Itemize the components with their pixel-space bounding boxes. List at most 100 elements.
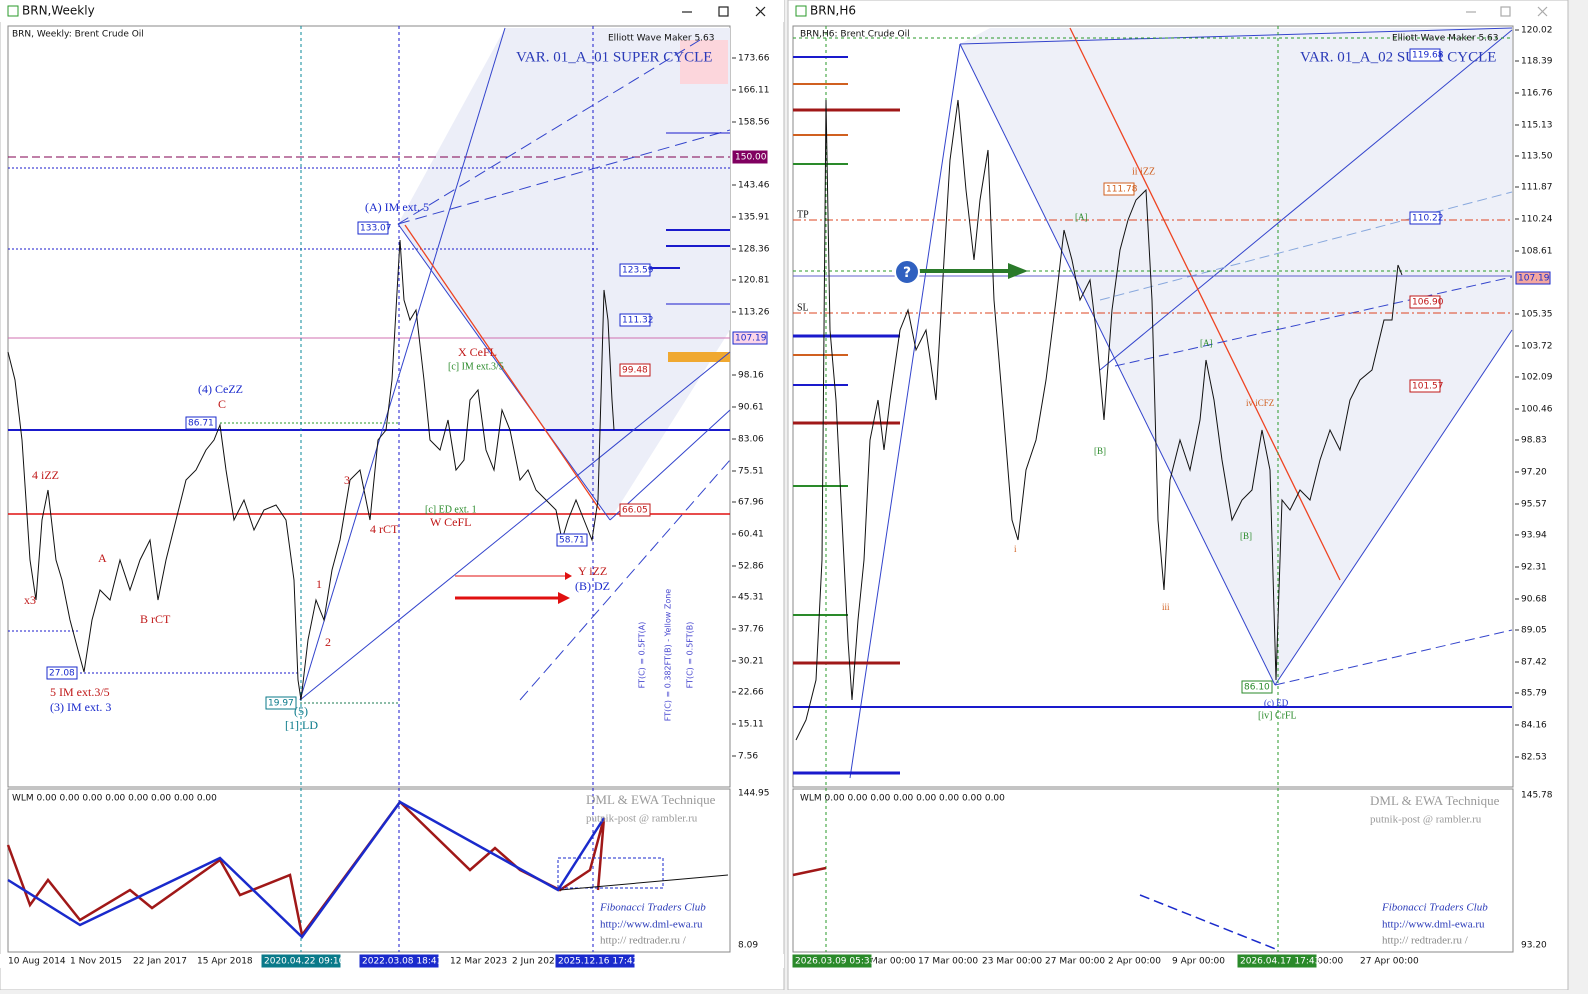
svg-text:?: ? [903, 265, 911, 281]
price-tick-label: 105.35 [1521, 310, 1553, 320]
level-tag: 123.59 [622, 266, 654, 276]
wave-label: [c] ED ext. 1 [425, 504, 477, 515]
date-label: 2 Apr 00:00 [1108, 957, 1161, 967]
date-label: 9 Apr 00:00 [1172, 957, 1225, 967]
wave-label: i [1014, 544, 1017, 554]
price-tick-label: 89.05 [1521, 626, 1547, 636]
wave-label: iv iCFZ [1246, 398, 1274, 408]
window-controls[interactable] [1466, 6, 1548, 17]
price-tick-label: 67.96 [738, 498, 764, 508]
window-title: BRN,Weekly [22, 4, 95, 18]
wlm-label: WLM 0.00 0.00 0.00 0.00 0.00 0.00 0.00 0… [12, 794, 217, 804]
price-tick-label: 110.24 [1521, 215, 1553, 225]
price-tick-label: 84.16 [1521, 721, 1547, 731]
wlm-tick-label: 144.95 [738, 789, 770, 799]
price-tag-box [732, 150, 768, 164]
right-window: ? [787, 0, 1569, 991]
date-label: 22 Jan 2017 [133, 957, 187, 967]
level-tag: 86.71 [188, 419, 214, 429]
date-label: 17 Mar 00:00 [918, 957, 978, 967]
price-tick-label: 15.11 [738, 720, 764, 730]
vertical-note: FT(C) = 0.382FT(B) - Yellow Zone [664, 589, 673, 722]
price-tick-label: 83.06 [738, 435, 764, 445]
price-tick-label: 37.76 [738, 625, 764, 635]
price-tick-label: 93.94 [1521, 531, 1547, 541]
wave-label: C [218, 397, 226, 411]
date-label: 1 Nov 2015 [70, 957, 122, 967]
level-tag-box [46, 666, 78, 680]
level-tag: 110.22 [1412, 214, 1444, 224]
level-tag-box [1103, 182, 1135, 196]
level-tag-box [185, 416, 217, 430]
date-tag-box [359, 954, 439, 968]
level-tag: 58.71 [559, 536, 585, 546]
vertical-note: FT(C) = 0.5FT(B) [686, 622, 695, 689]
price-tick-label: 113.26 [738, 308, 770, 318]
price-tick-label: 111.87 [1521, 183, 1553, 193]
wave-label: 2 [325, 635, 331, 649]
vertical-note: FT(C) = 0.5FT(A) [638, 622, 647, 689]
level-tag-box [357, 221, 389, 235]
date-tag-box [792, 954, 872, 968]
chart-headline: VAR. 01_A_02 SUPER CYCLE [1300, 49, 1496, 65]
date-tag: 2022.03.08 18:41 [362, 957, 442, 967]
price-tick-label: 120.02 [1521, 26, 1553, 36]
date-tag: 2020.04.22 09:10 [264, 957, 345, 967]
price-tick-label: 87.42 [1521, 658, 1547, 668]
chart-label: BRN, Weekly: Brent Crude Oil [12, 30, 144, 40]
price-tick-label: 97.20 [1521, 468, 1547, 478]
wlm-tick-label: 8.09 [738, 941, 758, 951]
wave-label: 1 [316, 577, 322, 591]
date-label: 2 Jun 202 [512, 957, 555, 967]
credit: Fibonacci Traders Club [1381, 902, 1488, 914]
wave-label: W CeFL [430, 515, 471, 529]
chart-label: BRN,H6: Brent Crude Oil [800, 30, 910, 40]
wave-label: x3 [24, 593, 36, 607]
level-tag-box [1409, 295, 1441, 309]
price-tick-label: 60.41 [738, 530, 764, 540]
date-tag-box [261, 954, 341, 968]
wave-label: (c) ED [1264, 698, 1289, 708]
level-tag: 111.78 [1106, 185, 1138, 195]
date-label: 10 Aug 2014 [8, 957, 66, 967]
wave-label: SL [797, 302, 809, 313]
credit: DML & EWA Technique [1370, 793, 1500, 808]
price-tick-label: 82.53 [1521, 753, 1547, 763]
indicator-name: Elliott Wave Maker 5.63 [608, 34, 714, 44]
price-tick-label: 135.91 [738, 213, 770, 223]
wave-label: (3) IM ext. 3 [50, 700, 111, 714]
wave-label: [c] IM ext.3/5 [448, 361, 504, 372]
wave-label: 4 iZZ [32, 468, 59, 482]
level-tag-box [619, 313, 651, 327]
date-label: 15 Apr 2018 [197, 957, 253, 967]
wlm-tick-label: 93.20 [1521, 941, 1547, 951]
credit: Fibonacci Traders Club [599, 902, 706, 914]
wave-label: (B) DZ [575, 579, 610, 593]
price-tick-label: 92.31 [1521, 563, 1547, 573]
price-tick-label: 90.61 [738, 403, 764, 413]
date-tag: 2025.12.16 17:42 [558, 957, 638, 967]
level-tag: 101.57 [1412, 382, 1444, 392]
wlm-label: WLM 0.00 0.00 0.00 0.00 0.00 0.00 0.00 0… [800, 794, 1005, 804]
credit: putnik-post @ rambler.ru [1370, 814, 1482, 826]
wave-label: A [98, 551, 107, 565]
wave-label: 3 [344, 473, 350, 487]
price-tag: 107.19 [1518, 274, 1550, 284]
window-controls[interactable] [682, 6, 766, 17]
credit: http://www.dml-ewa.ru [1382, 919, 1485, 931]
price-tick-label: 52.86 [738, 562, 764, 572]
wave-label: 4 rCT [370, 522, 399, 536]
date-tag: 2026.03.09 05:33 [795, 957, 875, 967]
price-tick-label: 128.36 [738, 245, 770, 255]
wave-label: iii [1162, 602, 1170, 612]
wave-label: (4) CeZZ [198, 382, 243, 396]
buy-arrow[interactable]: ? [894, 259, 1028, 285]
wave-label: [iv] CrFL [1258, 710, 1297, 721]
date-label: 23 Mar 00:00 [982, 957, 1042, 967]
level-tag-box [1241, 680, 1273, 694]
price-tick-label: 75.51 [738, 467, 764, 477]
date-label: Mar 00:00 [870, 957, 916, 967]
price-tick-label: 102.09 [1521, 373, 1553, 383]
level-tag-box [619, 503, 651, 517]
